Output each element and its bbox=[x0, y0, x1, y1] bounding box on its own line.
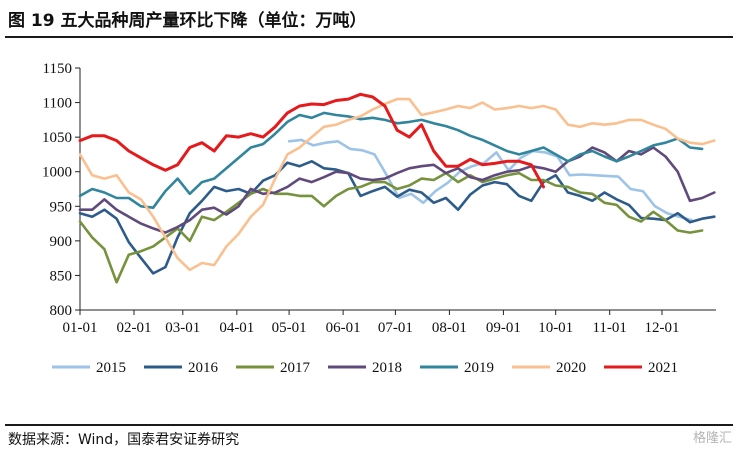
bottom-rule bbox=[5, 424, 733, 426]
x-tick-label: 12-01 bbox=[644, 320, 679, 336]
y-tick-label: 800 bbox=[50, 303, 73, 319]
y-tick-label: 1000 bbox=[42, 165, 72, 181]
x-tick-label: 08-01 bbox=[432, 320, 467, 336]
y-axis: 800 850 900 950 1000 1050 1100 1150 bbox=[42, 61, 81, 319]
y-tick-label: 950 bbox=[50, 199, 73, 215]
x-tick-label: 04-01 bbox=[219, 320, 254, 336]
legend-label-2015: 2015 bbox=[96, 360, 126, 376]
y-tick-label: 1100 bbox=[43, 96, 72, 112]
y-tick-label: 1050 bbox=[42, 130, 72, 146]
legend-label-2020: 2020 bbox=[556, 360, 586, 376]
x-axis: 01-01 02-01 03-01 04-01 05-01 06-01 07-01 08-01… bbox=[63, 309, 716, 336]
figure-title: 图 19 五大品种周产量环比下降（单位：万吨） bbox=[8, 11, 367, 31]
x-tick-label: 07-01 bbox=[378, 320, 413, 336]
watermark: 格隆汇 bbox=[692, 431, 732, 446]
x-tick-label: 01-01 bbox=[63, 320, 98, 336]
legend: 2015 2016 2017 2018 2019 2020 2021 bbox=[52, 360, 678, 376]
series-line-2020 bbox=[78, 97, 716, 272]
x-tick-label: 05-01 bbox=[272, 320, 307, 336]
x-tick-label: 11-01 bbox=[592, 320, 626, 336]
x-tick-label: 02-01 bbox=[117, 320, 152, 336]
series-line-2021 bbox=[78, 92, 545, 189]
x-tick-label: 03-01 bbox=[165, 320, 200, 336]
x-tick-label: 09-01 bbox=[486, 320, 521, 336]
series-line-2017 bbox=[78, 171, 704, 284]
legend-label-2016: 2016 bbox=[188, 360, 219, 376]
y-tick-label: 900 bbox=[50, 234, 73, 250]
x-tick-label: 06-01 bbox=[326, 320, 361, 336]
x-tick-label: 10-01 bbox=[538, 320, 573, 336]
top-rule bbox=[5, 36, 733, 38]
legend-label-2021: 2021 bbox=[648, 360, 678, 376]
source-note: 数据来源：Wind，国泰君安证券研究 bbox=[8, 432, 240, 448]
series-layer bbox=[78, 92, 716, 284]
series-line-2019 bbox=[78, 111, 704, 209]
series-line-2018 bbox=[78, 146, 716, 234]
legend-label-2017: 2017 bbox=[280, 360, 311, 376]
legend-label-2019: 2019 bbox=[464, 360, 494, 376]
series-line-2015 bbox=[287, 138, 693, 222]
y-tick-label: 1150 bbox=[43, 61, 72, 77]
legend-label-2018: 2018 bbox=[372, 360, 402, 376]
y-tick-label: 850 bbox=[50, 268, 73, 284]
